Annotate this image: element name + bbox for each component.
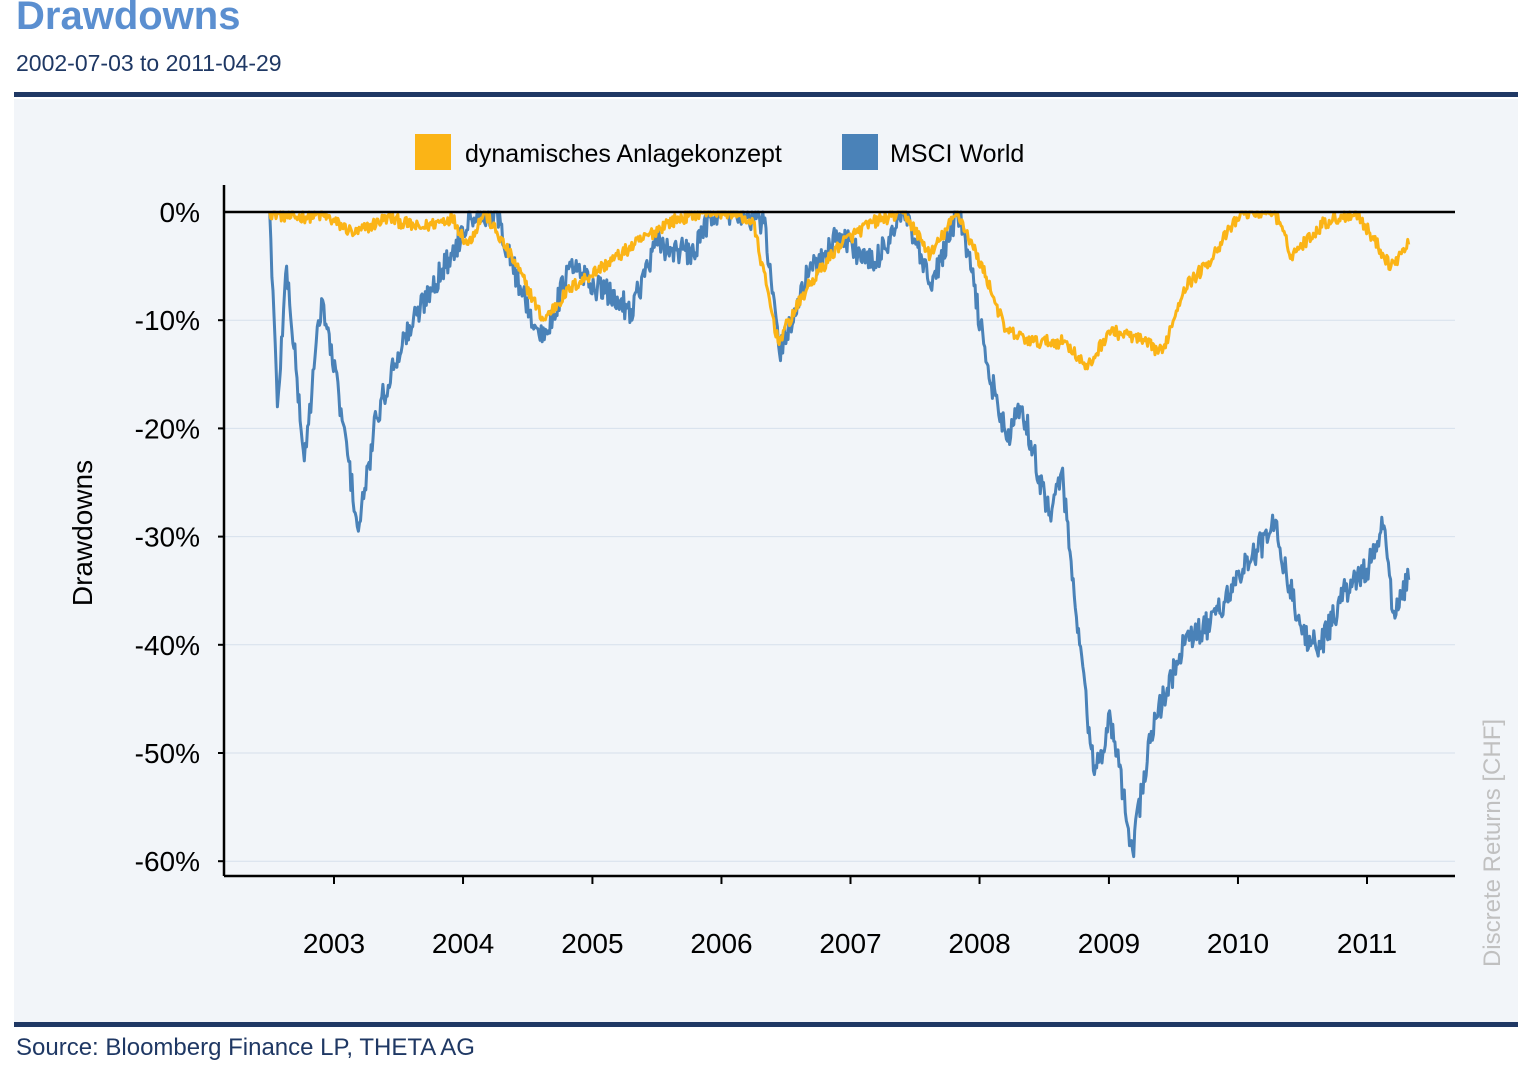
x-tick-label: 2005 [561,928,623,959]
y-tick-label: 0% [160,197,200,228]
series-line-msci-world [268,210,1411,859]
legend-swatch-msci-world [842,134,878,170]
chart-subtitle: 2002-07-03 to 2011-04-29 [16,50,282,76]
x-tick-labels: 2003 2004 2005 2006 2007 2008 2009 2010 2011 [303,928,1397,959]
x-tick-label: 2011 [1337,928,1397,959]
y-tick-label: -60% [135,846,200,877]
legend-swatch-dynamisches-anlagekonzept [415,134,451,170]
gridlines [218,319,1455,863]
series-line-dynamisches-anlagekonzept [268,210,1411,371]
x-tick-label: 2003 [303,928,365,959]
x-tick-label: 2010 [1207,928,1269,959]
drawdown-chart: dynamisches Anlagekonzept MSCI World 0% -… [67,134,1455,959]
y-tick-labels: 0% -10% -20% -30% -40% -50% -60% [135,197,200,877]
y-tick-label: -10% [135,305,200,336]
y-axis-label: Drawdowns [67,460,98,606]
legend-label-dynamisches-anlagekonzept: dynamisches Anlagekonzept [465,140,782,168]
legend: dynamisches Anlagekonzept MSCI World [415,134,1024,170]
y-tick-label: -40% [135,630,200,661]
x-tick-label: 2004 [432,928,494,959]
x-tick-label: 2007 [819,928,881,959]
returns-watermark: Discrete Returns [CHF] [1479,718,1506,968]
y-tick-label: -30% [135,522,200,553]
x-tick-label: 2006 [690,928,752,959]
legend-label-msci-world: MSCI World [890,140,1024,168]
series-layer [268,210,1411,859]
chart-panel: dynamisches Anlagekonzept MSCI World 0% -… [14,99,1518,1022]
x-tick-label: 2008 [948,928,1010,959]
y-tick-label: -20% [135,413,200,444]
x-tick-label: 2009 [1078,928,1140,959]
y-tick-label: -50% [135,738,200,769]
header-rule [14,92,1518,97]
footer-rule [14,1022,1518,1027]
x-tick-marks [333,876,1368,884]
chart-title: Drawdowns [16,0,241,38]
source-note: Source: Bloomberg Finance LP, THETA AG [16,1034,475,1061]
